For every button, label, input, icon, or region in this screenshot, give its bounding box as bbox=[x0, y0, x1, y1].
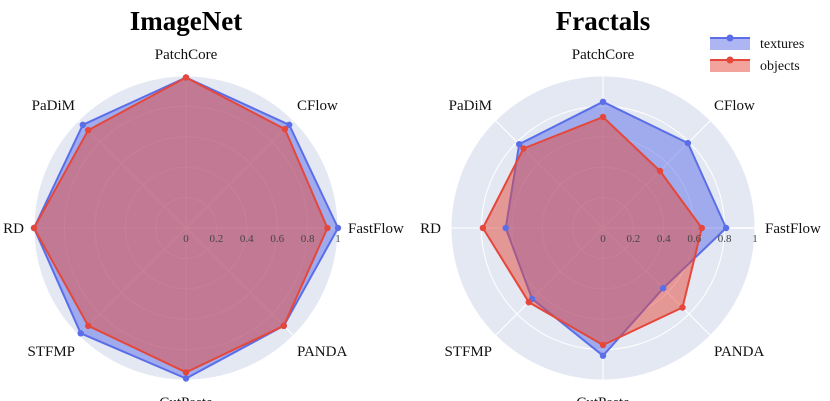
data-point-textures-cflow bbox=[684, 139, 692, 147]
axis-label-cflow: CFlow bbox=[297, 98, 338, 114]
axis-label-fastflow: FastFlow bbox=[765, 221, 821, 237]
data-point-objects-padim bbox=[85, 127, 92, 134]
legend: textures objects bbox=[710, 34, 804, 74]
axis-label-patchcore: PatchCore bbox=[572, 47, 635, 63]
data-point-textures-rd bbox=[502, 224, 509, 232]
radial-tick-label: 1 bbox=[335, 233, 341, 245]
axis-label-padim: PaDiM bbox=[449, 98, 492, 114]
data-point-objects-stfmp bbox=[525, 299, 532, 306]
data-point-textures-padim bbox=[79, 121, 87, 128]
radial-tick-label: 0.2 bbox=[627, 233, 641, 245]
axis-label-stfmp: STFMP bbox=[444, 344, 492, 360]
data-point-objects-fastflow bbox=[698, 224, 705, 232]
radial-tick-label: 0.6 bbox=[270, 233, 284, 245]
axis-label-panda: PANDA bbox=[714, 344, 764, 360]
data-point-textures-fastflow bbox=[722, 224, 730, 232]
chart-title: Fractals bbox=[556, 6, 650, 36]
data-point-textures-cutpaste bbox=[599, 352, 607, 359]
axis-label-fastflow: FastFlow bbox=[348, 221, 404, 237]
data-point-objects-cutpaste bbox=[599, 341, 607, 349]
radial-tick-label: 0 bbox=[600, 233, 606, 245]
axis-label-cutpaste: CutPaste bbox=[576, 395, 630, 401]
data-point-objects-stfmp bbox=[85, 322, 92, 329]
legend-label-textures: textures bbox=[760, 37, 804, 52]
data-point-objects-cutpaste bbox=[182, 369, 190, 376]
data-point-objects-rd bbox=[30, 224, 38, 232]
data-point-objects-fastflow bbox=[324, 224, 331, 232]
data-point-objects-cflow bbox=[656, 167, 664, 175]
chart-title: ImageNet bbox=[130, 6, 242, 36]
data-point-objects-patchcore bbox=[182, 74, 190, 81]
data-point-textures-stfmp bbox=[77, 330, 84, 337]
data-point-objects-panda bbox=[280, 322, 287, 329]
radial-tick-label: 0 bbox=[183, 233, 189, 245]
data-point-objects-rd bbox=[479, 224, 487, 232]
axis-label-panda: PANDA bbox=[297, 344, 347, 360]
axis-label-stfmp: STFMP bbox=[27, 344, 75, 360]
legend-label-objects: objects bbox=[760, 59, 800, 74]
radial-tick-label: 0.2 bbox=[210, 233, 224, 245]
legend-marker-objects bbox=[726, 56, 734, 64]
legend-swatch-textures bbox=[710, 38, 750, 50]
axis-label-padim: PaDiM bbox=[32, 98, 75, 114]
data-point-textures-panda bbox=[660, 285, 667, 292]
data-point-textures-cflow bbox=[286, 121, 293, 128]
radial-tick-label: 1 bbox=[752, 233, 758, 245]
data-point-textures-cutpaste bbox=[182, 375, 190, 382]
axis-label-rd: RD bbox=[3, 221, 24, 237]
radial-tick-label: 0.8 bbox=[301, 233, 315, 245]
radial-tick-label: 0.4 bbox=[240, 233, 254, 245]
axis-label-patchcore: PatchCore bbox=[155, 47, 218, 63]
axis-label-rd: RD bbox=[420, 221, 441, 237]
data-point-objects-padim bbox=[520, 145, 527, 152]
fractals-radar-panel: 0 0.2 0.4 0.6 0.8 1 PatchCore CFlow FastFlow PAND… bbox=[420, 6, 821, 401]
radial-tick-label: 0.8 bbox=[718, 233, 732, 245]
data-point-textures-patchcore bbox=[599, 98, 607, 106]
legend-marker-textures bbox=[726, 34, 734, 42]
data-point-textures-fastflow bbox=[334, 224, 342, 232]
data-point-objects-panda bbox=[679, 304, 686, 311]
radial-tick-label: 0.4 bbox=[657, 233, 671, 245]
axis-label-cutpaste: CutPaste bbox=[159, 395, 213, 401]
data-point-textures-padim bbox=[516, 141, 523, 148]
radial-tick-label: 0.6 bbox=[687, 233, 701, 245]
data-point-objects-cflow bbox=[281, 125, 289, 133]
imagenet-radar-panel: 0 0.2 0.4 0.6 0.8 1 PatchCore CFlow FastFlow PAND… bbox=[3, 6, 404, 401]
legend-swatch-objects bbox=[710, 60, 750, 72]
data-point-objects-patchcore bbox=[599, 113, 607, 121]
axis-label-cflow: CFlow bbox=[714, 98, 755, 114]
